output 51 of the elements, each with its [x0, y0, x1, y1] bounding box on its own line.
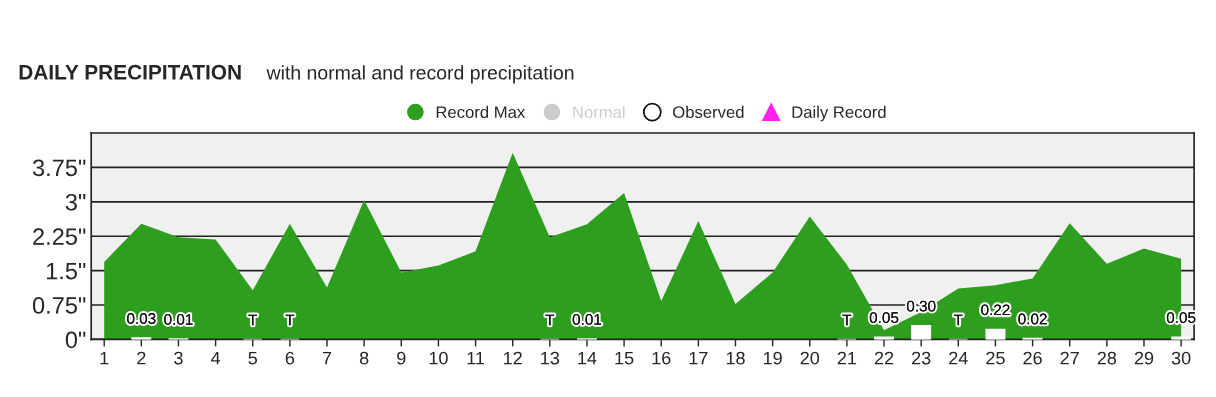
x-tick-label: 14 [578, 351, 597, 365]
legend-label: Daily Record [792, 105, 886, 122]
chart-subtitle: with normal and record precipitation [266, 65, 574, 84]
x-tick-label: 4 [211, 351, 221, 365]
data-label: 0.03 [127, 313, 156, 324]
x-tick-label: 8 [359, 351, 369, 365]
x-tick-label: 6 [285, 351, 295, 365]
y-tick-label: 0.75" [32, 297, 86, 314]
x-tick-label: 9 [397, 351, 406, 365]
x-tick-label: 7 [322, 351, 332, 365]
x-tick-label: 25 [986, 351, 1005, 365]
data-label: T [545, 314, 555, 326]
x-tick-label: 29 [1134, 351, 1154, 365]
legend-label: Record Max [436, 105, 526, 119]
x-tick-label: 16 [652, 351, 671, 365]
x-tick-label: 21 [837, 351, 857, 365]
x-tick-label: 17 [689, 351, 708, 365]
x-tick-label: 23 [912, 351, 931, 365]
legend-label: Observed [673, 105, 744, 119]
x-tick-label: 24 [949, 351, 968, 365]
y-tick-label: 0" [65, 331, 86, 349]
x-tick-label: 27 [1060, 351, 1079, 365]
data-label: 0.01 [164, 314, 193, 325]
x-tick-label: 13 [541, 351, 560, 365]
x-tick-label: 1 [100, 351, 109, 365]
x-tick-label: 26 [1023, 351, 1042, 365]
x-tick-label: 30 [1171, 351, 1191, 365]
data-label: T [953, 314, 963, 326]
y-tick-label: 1.5" [46, 262, 86, 280]
chart-title: DAILY PRECIPITATION [19, 64, 241, 80]
x-tick-label: 3 [174, 351, 183, 365]
x-tick-label: 15 [615, 351, 634, 365]
data-label: 0.02 [1018, 313, 1047, 325]
data-label: 0.01 [572, 314, 602, 325]
data-label: T [842, 314, 852, 326]
data-label: T [285, 314, 295, 326]
x-tick-label: 5 [248, 351, 257, 365]
data-label: T [248, 314, 258, 326]
y-tick-label: 2.25" [33, 228, 86, 245]
x-tick-label: 12 [504, 351, 522, 365]
x-tick-label: 10 [429, 351, 448, 365]
x-tick-label: 18 [726, 351, 745, 365]
x-tick-label: 20 [800, 351, 820, 365]
data-label: 0.22 [981, 304, 1010, 316]
x-tick-label: 28 [1097, 351, 1117, 365]
x-tick-label: 22 [874, 351, 894, 365]
y-tick-label: 3.75" [32, 159, 86, 177]
x-tick-label: 11 [467, 351, 485, 365]
x-tick-label: 19 [763, 351, 782, 365]
x-tick-label: 2 [137, 351, 146, 365]
y-tick-label: 3" [65, 193, 86, 211]
